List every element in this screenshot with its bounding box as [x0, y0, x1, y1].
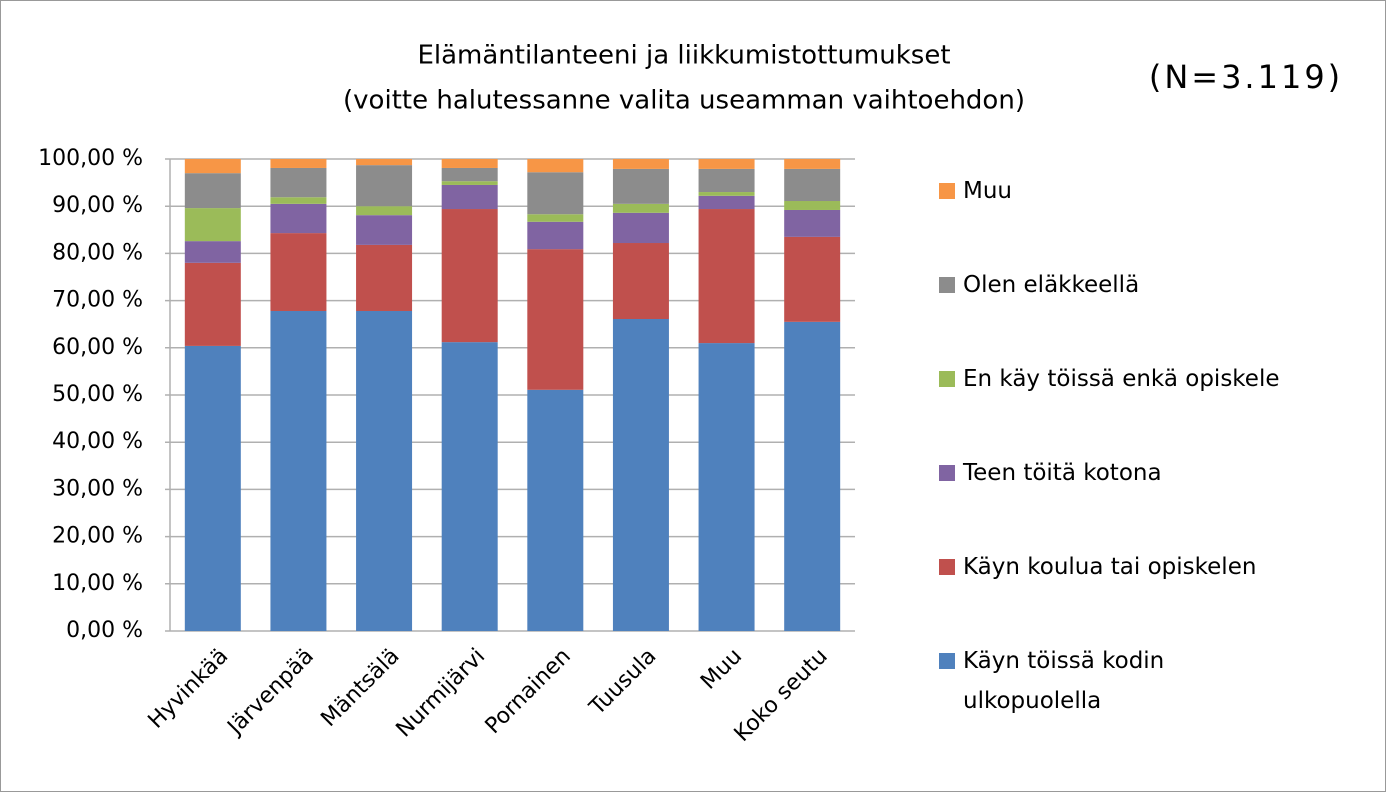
legend-item: Olen eläkkeellä [939, 265, 1139, 305]
chart-subtitle: (voitte halutessanne valita useamman vai… [343, 86, 1025, 116]
bar-segment [184, 173, 241, 209]
legend-label: Käyn koulua tai opiskelen [963, 554, 1257, 580]
bar-segment [441, 209, 498, 343]
legend-item: Käyn koulua tai opiskelen [939, 547, 1256, 587]
x-tick-label: Koko seutu [730, 644, 833, 747]
legend-label: En käy töissä enkä opiskele [963, 366, 1280, 392]
bar-segment [784, 321, 841, 631]
y-tick-label: 0,00 % [66, 618, 143, 643]
bar-segment [441, 181, 498, 185]
bar-segment [441, 184, 498, 210]
y-tick-label: 70,00 % [52, 288, 143, 313]
bar-segment [184, 159, 241, 174]
bar-segment [612, 159, 669, 169]
bar-segment [441, 159, 498, 168]
legend-item: Teen töitä kotona [939, 453, 1162, 493]
bar-segment [356, 206, 413, 216]
y-tick-label: 30,00 % [52, 476, 143, 501]
bar-segment [356, 310, 413, 631]
legend-swatch [939, 371, 955, 387]
legend-item: Käyn töissä kodin ulkopuolella [939, 641, 1183, 721]
y-tick-label: 60,00 % [52, 335, 143, 360]
bar-segment [270, 310, 327, 631]
bar-segment [612, 203, 669, 213]
bar-segment [784, 201, 841, 210]
bar-segment [527, 159, 584, 173]
legend-label: Olen eläkkeellä [963, 272, 1140, 298]
legend-label: Muu [963, 178, 1012, 204]
bar-segment [356, 244, 413, 311]
bar-segment [184, 262, 241, 346]
bar-segment [784, 168, 841, 202]
bar-segment [270, 203, 327, 234]
legend-swatch [939, 465, 955, 481]
bar-segment [527, 249, 584, 390]
bar-segment [527, 389, 584, 631]
bar-segment [184, 241, 241, 263]
bar-segment [612, 319, 669, 631]
bar-segment [356, 215, 413, 245]
bar-segment [698, 209, 755, 344]
y-tick-label: 90,00 % [52, 193, 143, 218]
x-tick-label: Järvenpää [222, 644, 319, 741]
bar-segment [527, 172, 584, 215]
y-tick-label: 10,00 % [52, 571, 143, 596]
bar-segment [527, 214, 584, 222]
legend-swatch [939, 277, 955, 293]
bar-segment [356, 165, 413, 207]
y-tick-label: 20,00 % [52, 524, 143, 549]
x-tick-label: Hyvinkää [144, 644, 234, 734]
y-tick-label: 40,00 % [52, 429, 143, 454]
bar-segment [270, 233, 327, 311]
bar-segment [698, 159, 755, 169]
legend-swatch [939, 559, 955, 575]
y-tick-label: 50,00 % [52, 382, 143, 407]
legend-item: Muu [939, 171, 1012, 211]
legend-label: Teen töitä kotona [963, 460, 1162, 486]
y-tick-label: 100,00 % [38, 146, 143, 171]
legend-label: Käyn töissä kodin ulkopuolella [963, 648, 1165, 714]
bar-segment [441, 342, 498, 631]
bar-segment [612, 212, 669, 244]
bar-segment [270, 159, 327, 168]
bar-segment [784, 236, 841, 322]
bar-segment [441, 167, 498, 182]
bar-segment [184, 208, 241, 242]
bar-segment [698, 192, 755, 196]
bar-segment [784, 159, 841, 169]
bar-segment [784, 209, 841, 237]
x-tick-label: Muu [696, 644, 747, 695]
legend-item: En käy töissä enkä opiskele [939, 359, 1280, 399]
legend-swatch [939, 653, 955, 669]
legend-swatch [939, 183, 955, 199]
bar-segment [270, 197, 327, 204]
bar-segment [698, 168, 755, 193]
x-tick-label: Mäntsälä [316, 644, 404, 732]
x-tick-label: Nurmijärvi [392, 644, 491, 743]
bar-segment [270, 167, 327, 198]
bar-segment [527, 221, 584, 250]
bar-segment [698, 195, 755, 210]
annotation: (N=3.119) [1149, 58, 1343, 96]
bar-segment [612, 168, 669, 204]
y-tick-label: 80,00 % [52, 240, 143, 265]
bar-segment [184, 345, 241, 631]
x-tick-label: Tuusula [584, 644, 661, 721]
bar-segment [612, 243, 669, 320]
bar-segment [356, 159, 413, 166]
chart-title: Elämäntilanteeni ja liikkumistottumukset [417, 41, 950, 71]
bar-segment [698, 343, 755, 631]
x-tick-label: Pornainen [481, 644, 576, 739]
